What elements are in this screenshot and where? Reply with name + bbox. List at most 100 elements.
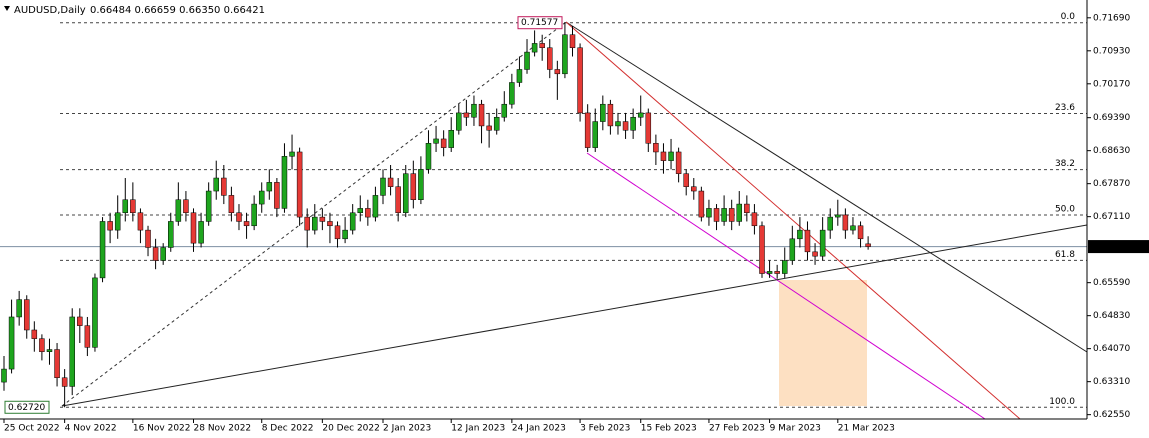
candle-body bbox=[516, 69, 523, 83]
quote: 0.66484 0.66659 0.66350 0.66421 bbox=[90, 5, 265, 16]
candle-body bbox=[744, 203, 750, 214]
candle-body bbox=[16, 299, 22, 318]
candle-body bbox=[372, 195, 379, 218]
candle-body bbox=[380, 177, 386, 196]
candle-body bbox=[69, 316, 75, 387]
candle-body bbox=[622, 121, 629, 131]
candle-body bbox=[509, 82, 515, 105]
candle-body bbox=[77, 316, 83, 326]
candle-body bbox=[637, 112, 644, 118]
x-tick-label: 16 Nov 2022 bbox=[133, 424, 191, 434]
candle-body bbox=[592, 121, 598, 148]
target-zone bbox=[779, 280, 867, 406]
candle-body bbox=[600, 103, 606, 122]
candle-body bbox=[168, 221, 174, 248]
candle-body bbox=[463, 112, 470, 118]
candle-body bbox=[236, 212, 242, 222]
candle-body bbox=[547, 47, 553, 70]
x-tick-label: 28 Nov 2022 bbox=[194, 424, 252, 434]
candle-body bbox=[486, 125, 492, 131]
candle-body bbox=[645, 112, 652, 144]
candle-body bbox=[130, 199, 136, 214]
candle-body bbox=[691, 186, 697, 192]
candle-body bbox=[554, 69, 561, 75]
candle-body bbox=[728, 208, 735, 222]
symbol: AUDUSD,Daily bbox=[14, 5, 86, 16]
candle-body bbox=[395, 186, 401, 214]
swing-high-label: 0.71577 bbox=[521, 18, 558, 28]
menu-icon[interactable] bbox=[4, 6, 10, 11]
candle-body bbox=[84, 325, 91, 348]
y-tick-label: 0.64830 bbox=[1093, 311, 1130, 321]
y-tick-label: 0.69390 bbox=[1093, 113, 1130, 123]
candle-body bbox=[39, 338, 45, 352]
y-tick-label: 0.67870 bbox=[1093, 179, 1130, 189]
candle-body bbox=[842, 214, 849, 231]
candle-body bbox=[713, 208, 720, 222]
candle-body bbox=[183, 199, 189, 214]
swing-high-box bbox=[517, 16, 563, 30]
candle-body bbox=[228, 195, 235, 214]
candle-body bbox=[137, 212, 144, 231]
candle-body bbox=[827, 216, 833, 231]
candle-body bbox=[205, 190, 212, 222]
candle-body bbox=[577, 47, 583, 114]
candle-body bbox=[660, 151, 667, 161]
y-tick-label: 0.65590 bbox=[1093, 278, 1130, 288]
x-tick-label: 15 Feb 2023 bbox=[641, 424, 697, 434]
x-tick-label: 4 Nov 2022 bbox=[65, 424, 117, 434]
candle-body bbox=[425, 143, 432, 170]
fib-label: 38.2 bbox=[1055, 159, 1075, 169]
candle-body bbox=[433, 138, 439, 144]
price-tag bbox=[1088, 240, 1149, 254]
candle-body bbox=[448, 130, 454, 148]
candle-body bbox=[198, 221, 204, 244]
trend-line bbox=[61, 224, 1088, 407]
fib-label: 50.0 bbox=[1055, 204, 1075, 214]
candle-body bbox=[175, 199, 182, 222]
candle-body bbox=[122, 199, 129, 214]
candle-body bbox=[92, 277, 98, 348]
candle-body bbox=[630, 116, 636, 131]
x-tick-label: 24 Jan 2023 bbox=[512, 424, 566, 434]
candle-body bbox=[471, 103, 477, 118]
candle-body bbox=[258, 190, 265, 205]
candle-body bbox=[736, 203, 743, 222]
candle-body bbox=[281, 156, 288, 209]
y-tick-label: 0.62550 bbox=[1093, 410, 1130, 420]
candle-body bbox=[607, 103, 614, 127]
fib-baseline bbox=[61, 21, 567, 407]
candle-body bbox=[584, 112, 591, 148]
candle-body bbox=[721, 208, 727, 222]
candle-body bbox=[562, 34, 568, 75]
candle-body bbox=[759, 225, 765, 274]
candle-body bbox=[402, 173, 409, 214]
candle-body bbox=[304, 216, 310, 231]
candle-body bbox=[221, 177, 227, 196]
candle-body bbox=[569, 34, 576, 49]
y-tick-label: 0.67110 bbox=[1093, 212, 1130, 222]
y-tick-label: 0.64070 bbox=[1093, 344, 1130, 354]
candle-body bbox=[160, 247, 166, 261]
candle-body bbox=[61, 377, 68, 387]
candle-body bbox=[387, 177, 394, 187]
candle-body bbox=[23, 299, 30, 331]
candle-body bbox=[152, 247, 159, 261]
candle-body bbox=[668, 151, 674, 161]
candle-body bbox=[312, 216, 318, 231]
candle-body bbox=[289, 151, 295, 157]
fib-label: 100.0 bbox=[1049, 397, 1075, 407]
candle-body bbox=[190, 212, 197, 244]
candle-body bbox=[539, 43, 545, 49]
x-tick-label: 25 Oct 2022 bbox=[4, 424, 60, 434]
candle-body bbox=[251, 203, 257, 227]
candle-body bbox=[501, 103, 508, 118]
x-tick-label: 9 Mar 2023 bbox=[770, 424, 821, 434]
candle-body bbox=[456, 112, 462, 131]
candle-body bbox=[334, 225, 341, 240]
candle-body bbox=[365, 208, 371, 218]
candle-body bbox=[349, 212, 356, 231]
candle-body bbox=[31, 329, 38, 339]
candle-body bbox=[857, 225, 864, 240]
candle-body bbox=[774, 271, 780, 274]
